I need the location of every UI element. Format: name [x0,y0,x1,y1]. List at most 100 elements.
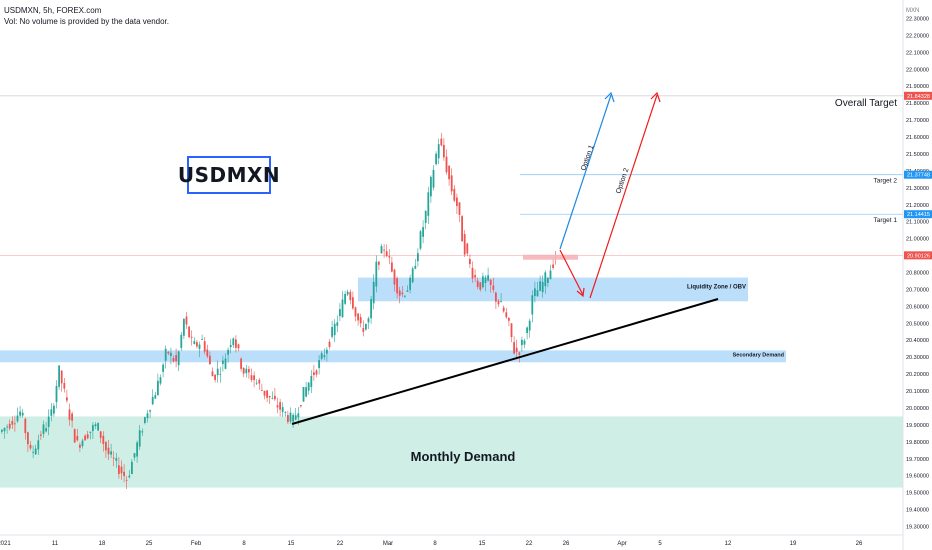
candles-layer [1,132,557,490]
candle-body [237,344,240,349]
y-tick-label: 19.60000 [906,474,929,480]
candle-body [534,288,536,297]
y-tick-label: 19.50000 [906,491,929,497]
candle-body [206,349,209,357]
y-tick-label: 20.70000 [906,287,929,293]
chart-title: USDMXN, 5h, FOREX.com [4,6,102,15]
candle-body [370,299,372,319]
candle-body [201,339,203,341]
x-tick-label: 22 [337,541,344,547]
candle-body [53,405,55,414]
candle-body [378,261,380,265]
x-tick-label: 8 [433,541,437,547]
candle-body [162,364,164,372]
candle-body [539,281,541,291]
candle-body [159,377,162,384]
zone-label: Liquidity Zone / OBV [687,285,746,291]
candle-body [430,176,432,197]
candle-body [346,291,349,295]
candle-body [352,297,354,309]
candle-body [203,341,206,352]
x-tick-label: 22 [526,541,533,547]
candle-body [42,424,45,435]
candle-body [47,416,50,427]
y-tick-label: 21.00000 [906,237,929,243]
x-tick-label: 15 [288,541,295,547]
candle-body [310,375,313,388]
y-tick-label: 20.30000 [906,355,929,361]
candle-body [372,281,375,304]
candle-body [453,188,456,201]
zones-layer: Liquidity Zone / OBV Secondary Demand Mont… [0,277,903,488]
candle-body [528,320,531,331]
candle-body [276,405,279,408]
candle-body [21,412,24,416]
candle-body [107,447,110,455]
candle-body [404,295,406,297]
x-tick-label: 5 [658,541,662,547]
candle-body [393,269,396,285]
candle-body [232,338,235,346]
candle-body [391,262,393,272]
candle-body [417,253,419,262]
candle-body [115,458,118,461]
candle-body [422,227,424,237]
candle-body [68,409,71,420]
y-tick-label: 21.10000 [906,220,929,226]
y-tick-label: 19.90000 [906,423,929,429]
candle-body [29,444,32,449]
candle-body [510,323,513,338]
x-tick-label: 26 [563,541,570,547]
candle-body [141,431,144,433]
candle-body [250,375,253,380]
chart-subtitle: Vol: No volume is provided by the data v… [4,17,169,26]
candle-body [97,423,99,431]
candle-body [341,299,344,318]
option-2-arrow [589,94,658,299]
candle-body [367,318,370,323]
candle-body [523,340,526,345]
candle-body [73,429,76,443]
candle-body [242,367,245,374]
candle-body [307,382,310,391]
level-label: Target 2 [874,178,898,185]
candle-body [50,409,53,416]
candle-body [409,277,411,291]
candle-body [146,413,149,419]
y-tick-label: 20.80000 [906,271,929,277]
candle-body [229,345,232,348]
candle-body [240,358,242,369]
candle-body [476,280,479,287]
y-tick-label: 22.00000 [906,67,929,73]
candle-body [211,371,214,377]
candle-body [461,216,463,242]
candle-body [149,410,151,412]
zone-label: Monthly Demand [411,449,516,464]
pullback-arrow [559,249,584,296]
x-tick-label: 11 [52,541,59,547]
candle-body [359,317,362,324]
x-tick-label: 2021 [0,541,11,547]
candle-body [235,339,237,348]
candle-body [144,417,146,423]
candle-body [279,402,281,410]
candle-body [349,291,352,301]
candle-body [414,265,417,269]
candle-body [164,348,167,361]
currency-label: MXN [906,8,919,14]
y-tick-label: 22.20000 [906,33,929,39]
candle-body [11,421,14,425]
y-tick-label: 19.40000 [906,508,929,514]
candle-body [424,210,427,223]
y-tick-label: 20.50000 [906,321,929,327]
candle-body [380,246,383,254]
candle-body [344,293,346,304]
candle-body [552,264,554,268]
candle-body [502,307,505,312]
candle-body [24,418,27,434]
candle-body [123,471,125,477]
candle-body [71,413,73,421]
candle-body [388,256,391,258]
candle-body [281,407,284,412]
